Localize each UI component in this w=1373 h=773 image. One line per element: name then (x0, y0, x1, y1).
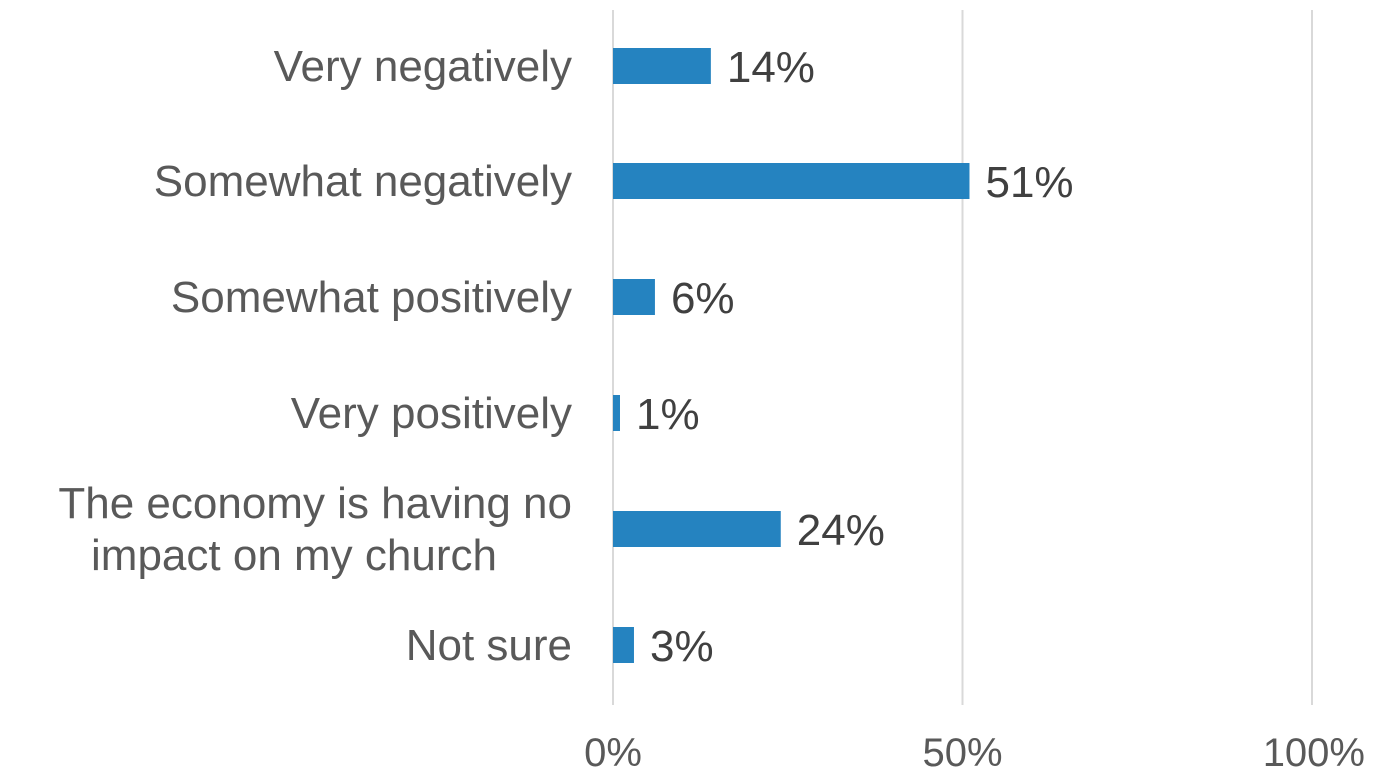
gridlines (612, 10, 1313, 705)
category-label: Not sure (406, 621, 572, 670)
data-label: 14% (727, 43, 815, 92)
x-tick-label: 100% (1263, 731, 1365, 773)
x-tick-label: 0% (584, 731, 642, 773)
category-label: The economy is having no (58, 479, 572, 528)
bar (613, 163, 970, 199)
x-tick-label: 50% (922, 731, 1002, 773)
category-label: Very negatively (274, 42, 572, 91)
bar (613, 48, 711, 84)
bar (613, 395, 620, 431)
category-label: Very positively (291, 389, 572, 438)
bar (613, 627, 634, 663)
data-label: 51% (985, 158, 1073, 207)
category-label: impact on my church (91, 531, 497, 580)
category-label: Somewhat negatively (154, 157, 572, 206)
category-labels: Very negatively Somewhat negatively Somewh… (58, 42, 572, 670)
data-label: 6% (671, 274, 735, 323)
category-label: Somewhat positively (171, 273, 572, 322)
x-axis-tick-labels: 0% 50% 100% (584, 731, 1365, 773)
data-label: 1% (636, 390, 700, 439)
bars (613, 48, 970, 663)
bar (613, 279, 655, 315)
data-label: 24% (797, 506, 885, 555)
bar (613, 511, 781, 547)
data-labels: 14% 51% 6% 1% 24% 3% (636, 43, 1074, 671)
data-label: 3% (650, 622, 714, 671)
